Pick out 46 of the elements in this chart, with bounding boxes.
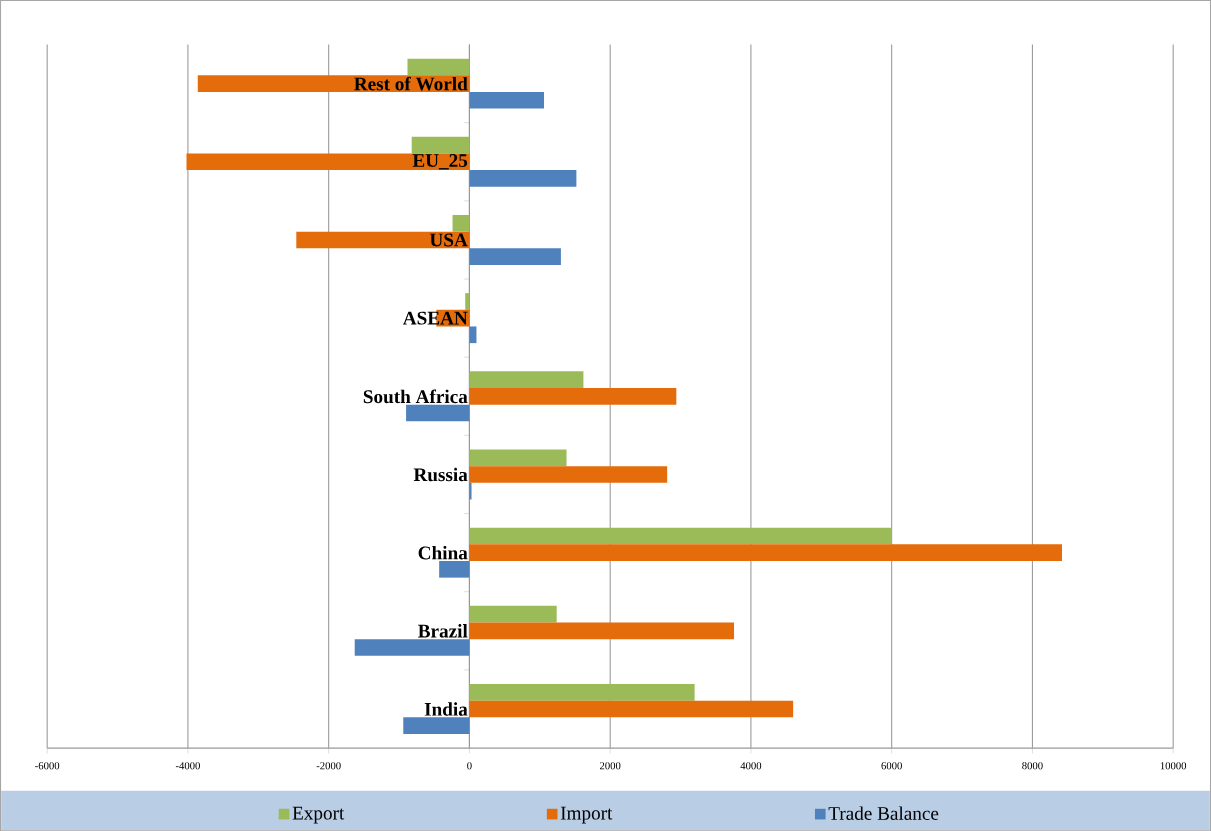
bar [469,605,557,623]
x-tick-label: 10000 [1160,762,1187,770]
bar [411,136,470,154]
bar [469,387,677,405]
bar [403,717,470,734]
bar [186,153,470,170]
y-tick-label: USA [429,233,468,247]
bar [469,248,561,265]
bar [469,683,695,701]
bar [469,700,794,718]
bar [469,170,577,187]
y-tick-label: Russia [413,467,468,482]
bar [406,404,470,422]
x-tick-label: 8000 [1022,762,1043,770]
x-tick-label: 6000 [881,762,902,770]
bar [469,622,735,640]
y-tick-label: South Africa [363,389,468,404]
y-tick-label: Rest of World [354,76,468,91]
bar [469,449,567,467]
bar [469,527,892,545]
bar [296,231,470,249]
bar [354,639,470,656]
bar [197,75,470,92]
x-tick-label: 4000 [740,762,762,770]
bar [469,466,668,483]
bar [439,560,470,578]
bar [452,214,470,232]
y-tick-label: Brazil [418,623,468,638]
y-tick-label: India [424,702,468,716]
x-tick-label: 2000 [599,762,621,770]
x-tick-label: -2000 [316,762,341,770]
bar [469,371,584,388]
bar [465,293,470,310]
legend-label: Trade Balance [828,806,939,820]
x-tick-label: -4000 [175,762,200,770]
legend-label: Import [560,806,613,824]
bar [469,482,472,500]
y-tick-label: China [418,545,468,560]
y-tick-label: EU_25 [412,153,468,170]
bar [469,91,545,109]
bar [469,326,477,344]
x-tick-label: 0 [467,762,472,770]
legend-label: Export [292,806,345,824]
bar [407,58,470,76]
x-tick-label: -6000 [35,762,60,770]
bar [469,544,1062,561]
